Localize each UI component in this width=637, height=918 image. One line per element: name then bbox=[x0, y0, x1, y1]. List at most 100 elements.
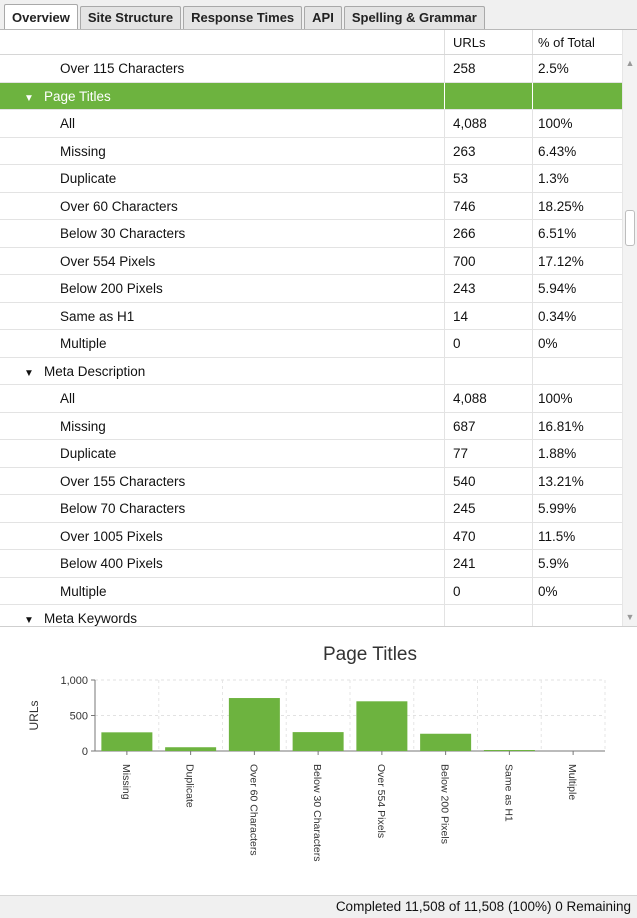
x-tick-label: Missing bbox=[120, 764, 132, 800]
tab-overview[interactable]: Overview bbox=[4, 4, 78, 29]
chart-title: Page Titles bbox=[323, 644, 417, 665]
status-bar: Completed 11,508 of 11,508 (100%) 0 Rema… bbox=[0, 895, 637, 918]
row-label-cell: ▼ Page Titles bbox=[0, 83, 444, 110]
row-label: Below 70 Characters bbox=[60, 501, 186, 516]
table-body: Over 115 Characters 258 2.5% ▼ Page Titles Al… bbox=[0, 55, 622, 626]
bar-missing bbox=[101, 732, 153, 751]
y-tick-label: 1,000 bbox=[60, 675, 88, 687]
pct-cell: 100% bbox=[532, 110, 622, 137]
urls-cell: 258 bbox=[444, 55, 532, 82]
table-row[interactable]: Over 115 Characters 258 2.5% bbox=[0, 55, 622, 83]
tab-bar: Overview Site Structure Response Times API S… bbox=[0, 0, 637, 30]
x-tick-label: Duplicate bbox=[184, 764, 196, 808]
scroll-down-icon[interactable]: ▼ bbox=[625, 612, 635, 622]
row-label-cell: All bbox=[0, 110, 444, 137]
column-header-pct[interactable]: % of Total bbox=[532, 30, 622, 54]
row-label: Same as H1 bbox=[60, 308, 135, 324]
row-label: Over 115 Characters bbox=[60, 61, 185, 76]
urls-cell bbox=[444, 82, 532, 109]
row-label-cell: Over 115 Characters bbox=[0, 55, 444, 82]
vertical-scrollbar[interactable]: ▲ ▼ bbox=[622, 30, 637, 626]
y-axis-label: URLs bbox=[27, 700, 41, 730]
table-row[interactable]: Duplicate 53 1.3% bbox=[0, 165, 622, 193]
table-row[interactable]: Below 400 Pixels 241 5.9% bbox=[0, 550, 622, 578]
row-label: Below 200 Pixels bbox=[60, 281, 163, 296]
table-header: URLs % of Total bbox=[0, 30, 622, 55]
table-row[interactable]: Missing 687 16.81% bbox=[0, 412, 622, 440]
urls-cell: 263 bbox=[444, 137, 532, 164]
tab-spelling-grammar[interactable]: Spelling & Grammar bbox=[343, 6, 485, 29]
row-label: Page Titles bbox=[44, 88, 111, 104]
row-label: Multiple bbox=[60, 583, 107, 599]
row-label-cell: ▼ Meta Description bbox=[0, 358, 444, 385]
table-row[interactable]: Below 70 Characters 245 5.99% bbox=[0, 495, 622, 523]
x-tick-label: Multiple bbox=[566, 764, 578, 800]
pct-cell: 17.12% bbox=[532, 247, 622, 274]
pct-cell bbox=[532, 357, 622, 384]
urls-cell bbox=[444, 605, 532, 626]
table-row[interactable]: Same as H1 14 0.34% bbox=[0, 302, 622, 330]
table-row[interactable]: Over 1005 Pixels 470 11.5% bbox=[0, 522, 622, 550]
row-label: Duplicate bbox=[60, 446, 117, 461]
pct-cell: 0.34% bbox=[532, 302, 622, 329]
scroll-up-icon[interactable]: ▲ bbox=[625, 58, 635, 68]
row-label-cell: Missing bbox=[0, 413, 444, 440]
row-label: Below 30 Characters bbox=[60, 226, 186, 241]
row-label: Over 1005 Pixels bbox=[60, 528, 163, 544]
pct-cell: 11.5% bbox=[532, 522, 622, 549]
pct-cell: 6.43% bbox=[532, 137, 622, 164]
pct-cell: 6.51% bbox=[532, 220, 622, 247]
tab-api[interactable]: API bbox=[304, 6, 342, 29]
pct-cell: 5.99% bbox=[532, 495, 622, 522]
pct-cell: 16.81% bbox=[532, 412, 622, 439]
table-row[interactable]: Below 30 Characters 266 6.51% bbox=[0, 220, 622, 248]
row-label-cell: Below 400 Pixels bbox=[0, 550, 444, 577]
bar-below-30-characters bbox=[292, 732, 344, 751]
expand-arrow-icon[interactable]: ▼ bbox=[24, 367, 34, 379]
urls-cell: 687 bbox=[444, 412, 532, 439]
row-label-cell: Multiple bbox=[0, 330, 444, 357]
expand-arrow-icon[interactable]: ▼ bbox=[24, 92, 34, 104]
group-row-meta-description[interactable]: ▼ Meta Description bbox=[0, 357, 622, 385]
row-label: All bbox=[60, 391, 76, 406]
table-row[interactable]: Missing 263 6.43% bbox=[0, 137, 622, 165]
urls-cell: 0 bbox=[444, 330, 532, 357]
pct-cell bbox=[532, 605, 622, 626]
urls-cell bbox=[444, 357, 532, 384]
row-label-cell: Missing bbox=[0, 138, 444, 165]
expand-arrow-icon[interactable]: ▼ bbox=[24, 615, 34, 626]
row-label: Multiple bbox=[60, 336, 107, 351]
row-label-cell: All bbox=[0, 385, 444, 412]
row-label: Below 400 Pixels bbox=[60, 556, 163, 571]
row-label-cell: Multiple bbox=[0, 578, 444, 605]
table-row[interactable]: Duplicate 77 1.88% bbox=[0, 440, 622, 468]
table-row[interactable]: All 4,088 100% bbox=[0, 385, 622, 413]
urls-cell: 243 bbox=[444, 275, 532, 302]
table-row[interactable]: Multiple 0 0% bbox=[0, 577, 622, 605]
scroll-thumb[interactable] bbox=[625, 210, 635, 246]
pct-cell: 100% bbox=[532, 385, 622, 412]
urls-cell: 53 bbox=[444, 165, 532, 192]
row-label: All bbox=[60, 116, 76, 131]
tab-site-structure[interactable]: Site Structure bbox=[79, 6, 182, 29]
column-header-urls[interactable]: URLs bbox=[444, 30, 532, 54]
tab-response-times[interactable]: Response Times bbox=[183, 6, 303, 29]
group-row-page-titles[interactable]: ▼ Page Titles bbox=[0, 82, 622, 110]
row-label: Duplicate bbox=[60, 171, 117, 186]
urls-cell: 266 bbox=[444, 220, 532, 247]
table-row[interactable]: Multiple 0 0% bbox=[0, 330, 622, 358]
bar-duplicate bbox=[165, 747, 217, 751]
table-row[interactable]: Over 155 Characters 540 13.21% bbox=[0, 467, 622, 495]
table-row[interactable]: Below 200 Pixels 243 5.94% bbox=[0, 275, 622, 303]
group-row-meta-keywords[interactable]: ▼ Meta Keywords bbox=[0, 605, 622, 626]
table-row[interactable]: Over 60 Characters 746 18.25% bbox=[0, 192, 622, 220]
x-tick-label: Over 60 Characters bbox=[247, 764, 259, 856]
urls-cell: 241 bbox=[444, 550, 532, 577]
row-label: Over 155 Characters bbox=[60, 473, 186, 489]
overview-table: URLs % of Total Over 115 Characters 258 2.… bbox=[0, 30, 637, 627]
table-row[interactable]: All 4,088 100% bbox=[0, 110, 622, 138]
row-label-cell: Over 1005 Pixels bbox=[0, 523, 444, 550]
table-row[interactable]: Over 554 Pixels 700 17.12% bbox=[0, 247, 622, 275]
pct-cell: 2.5% bbox=[532, 55, 622, 82]
y-tick-label: 0 bbox=[82, 746, 88, 758]
